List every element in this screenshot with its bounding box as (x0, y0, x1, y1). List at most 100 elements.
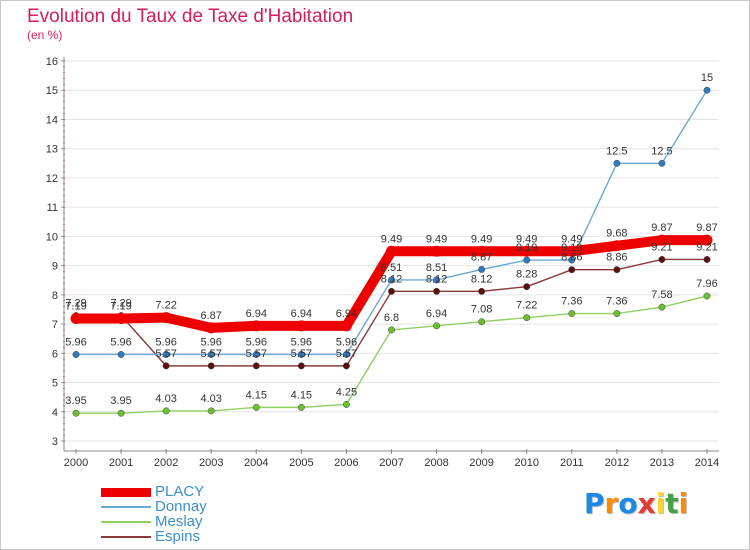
data-point-espins (658, 256, 666, 263)
y-tick-label: 6 (52, 348, 58, 360)
data-label-donnay: 5.96 (65, 336, 86, 348)
data-label-donnay: 15 (701, 72, 713, 84)
x-tick-label: 2013 (650, 457, 674, 469)
data-point-espins (703, 256, 711, 263)
data-point-espins (478, 287, 486, 295)
data-point-placy (566, 245, 578, 257)
data-label-espins: 5.57 (201, 348, 222, 360)
data-point-donnay (207, 351, 215, 358)
data-label-meslay: 3.95 (110, 395, 131, 407)
data-point-meslay (117, 409, 125, 417)
chart-axes: 3 4 5 6 7 8 9 10 11 12 13 14 15 16 2000 2001 2002 2003 200… (46, 56, 719, 469)
data-point-espins (523, 283, 531, 291)
data-label-donnay: 8.51 (426, 262, 447, 274)
data-point-meslay (72, 409, 80, 417)
data-point-meslay (342, 401, 350, 408)
data-point-meslay (388, 326, 395, 334)
x-tick-label: 2011 (560, 457, 584, 469)
data-label-donnay: 5.96 (155, 336, 176, 348)
legend-swatch (101, 521, 151, 523)
data-point-placy (476, 245, 488, 257)
data-point-meslay (658, 303, 666, 311)
data-point-placy (701, 234, 713, 246)
data-label-donnay: 5.96 (336, 336, 357, 348)
series-layer (70, 86, 713, 417)
data-label-espins: 9.21 (696, 241, 717, 253)
data-label-placy: 6.94 (336, 308, 357, 320)
data-label-placy: 9.49 (561, 233, 582, 245)
data-label-meslay: 7.22 (516, 300, 537, 312)
data-label-placy: 6.94 (291, 308, 312, 320)
data-label-meslay: 6.8 (384, 312, 399, 324)
logo-letter: i (678, 487, 689, 520)
legend-label: Espins (155, 528, 201, 545)
data-point-donnay (388, 276, 395, 284)
data-label-donnay: 5.96 (291, 336, 312, 348)
data-label-donnay: 9.19 (561, 242, 582, 254)
data-label-donnay: 5.96 (201, 336, 222, 348)
x-tick-label: 2007 (379, 457, 403, 469)
logo-letter: t (665, 487, 679, 520)
y-tick-label: 12 (46, 173, 58, 185)
proxiti-logo: Proxiti (584, 487, 688, 520)
data-label-espins: 8.12 (471, 273, 492, 285)
data-label-espins: 7.29 (65, 298, 86, 310)
data-point-donnay (433, 276, 441, 284)
data-point-meslay (478, 318, 486, 326)
y-tick-label: 4 (52, 407, 58, 419)
data-label-meslay: 4.15 (246, 389, 267, 401)
logo-letter: o (618, 487, 638, 520)
x-tick-label: 2003 (199, 457, 223, 469)
data-point-placy (340, 320, 352, 332)
data-label-meslay: 7.96 (696, 278, 717, 290)
data-point-meslay (703, 292, 711, 300)
data-label-placy: 9.68 (606, 228, 627, 240)
logo-letter: r (604, 487, 619, 520)
data-point-meslay (523, 314, 531, 322)
legend-swatch (101, 536, 151, 538)
data-label-espins: 5.57 (291, 348, 312, 360)
data-label-donnay: 12.5 (606, 145, 627, 157)
data-point-donnay (342, 351, 350, 358)
data-point-espins (162, 362, 170, 370)
data-point-placy (160, 312, 172, 324)
data-point-meslay (568, 310, 576, 318)
data-point-meslay (433, 322, 441, 330)
x-tick-label: 2009 (469, 457, 493, 469)
data-label-placy: 6.87 (201, 310, 222, 322)
x-tick-label: 2008 (424, 457, 448, 469)
data-label-meslay: 6.94 (426, 308, 447, 320)
data-point-espins (433, 287, 441, 295)
data-label-meslay: 7.58 (651, 289, 672, 301)
chart-title: Evolution du Taux de Taxe d'Habitation (27, 6, 354, 27)
data-point-placy (521, 245, 533, 257)
data-point-meslay (613, 310, 621, 318)
data-label-placy: 9.49 (426, 233, 447, 245)
data-point-placy (70, 313, 82, 325)
data-point-donnay (568, 256, 576, 264)
x-tick-label: 2001 (109, 457, 133, 469)
data-label-meslay: 7.08 (471, 304, 492, 316)
data-point-espins (342, 362, 350, 370)
data-point-donnay (613, 159, 621, 167)
data-label-espins: 9.21 (651, 241, 672, 253)
data-label-placy: 7.22 (155, 300, 176, 312)
data-point-espins (207, 362, 215, 370)
data-point-placy (431, 245, 443, 257)
y-tick-label: 7 (52, 319, 58, 331)
data-label-placy: 9.49 (471, 233, 492, 245)
data-label-donnay: 5.96 (110, 336, 131, 348)
data-point-espins (568, 266, 576, 274)
y-tick-label: 10 (46, 231, 58, 243)
data-point-placy (115, 313, 127, 325)
data-point-donnay (252, 351, 260, 358)
data-label-meslay: 3.95 (65, 395, 86, 407)
data-point-placy (250, 320, 262, 332)
data-point-donnay (162, 351, 170, 358)
data-label-placy: 9.87 (696, 222, 717, 234)
logo-letter: x (637, 487, 656, 520)
y-tick-label: 14 (46, 114, 58, 126)
legend-label: Donnay (155, 498, 207, 515)
data-label-meslay: 4.15 (291, 389, 312, 401)
